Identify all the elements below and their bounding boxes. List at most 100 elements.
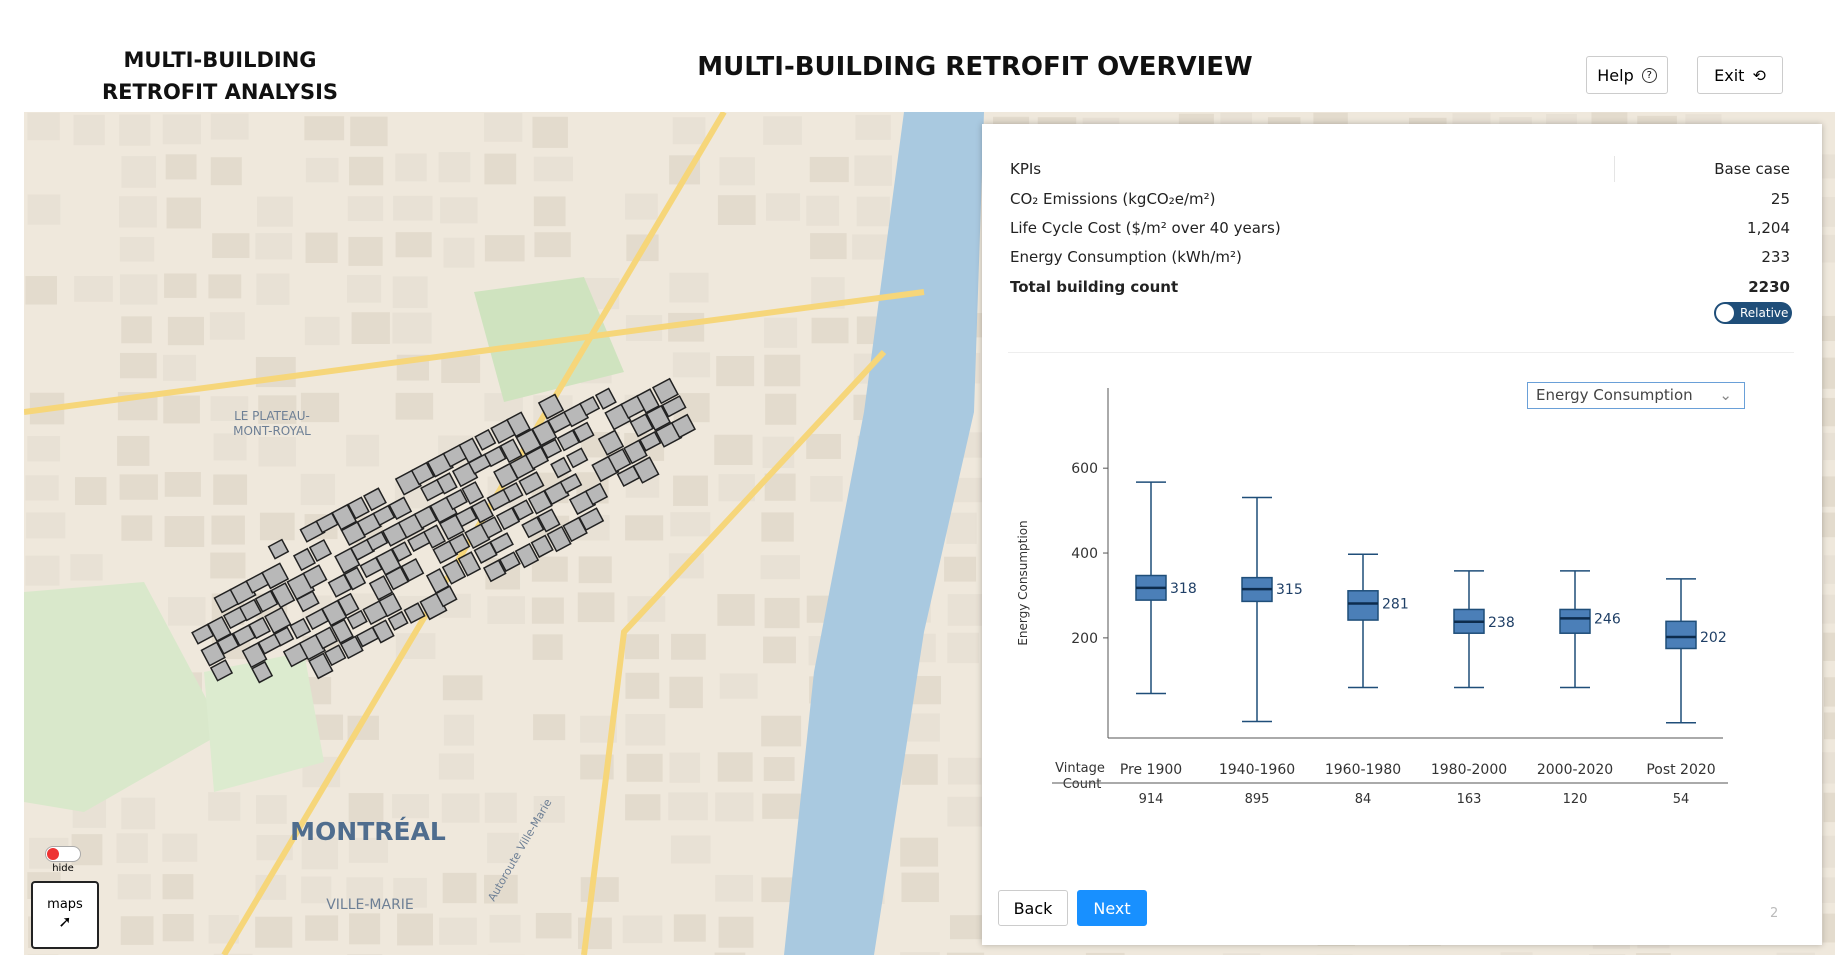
exit-icon: ⟲ — [1752, 65, 1766, 85]
map-block — [716, 355, 755, 387]
map-block — [121, 316, 152, 344]
building — [302, 564, 328, 589]
building — [470, 498, 495, 524]
building — [506, 411, 531, 438]
back-button[interactable]: Back — [998, 890, 1068, 926]
map-block — [761, 512, 794, 542]
map-block — [670, 835, 711, 864]
building — [521, 516, 545, 539]
map-block — [442, 872, 477, 904]
map-block — [625, 713, 666, 746]
map-block — [624, 634, 659, 660]
toggle-knob — [1716, 304, 1734, 322]
maps-button[interactable]: maps ➚ — [31, 881, 99, 949]
map-block — [760, 555, 800, 580]
map-block — [811, 317, 849, 344]
building — [518, 471, 545, 496]
map-block — [301, 837, 339, 870]
building — [572, 421, 595, 444]
map-block — [346, 877, 384, 908]
map-block — [809, 156, 849, 183]
map-block — [484, 235, 525, 262]
map-block — [305, 232, 338, 263]
map-block — [855, 114, 891, 140]
building — [403, 602, 426, 624]
map-block — [763, 636, 796, 664]
map-block — [300, 473, 336, 506]
map-block — [1776, 952, 1815, 955]
map-block — [212, 233, 250, 259]
map-block — [210, 157, 242, 186]
building — [200, 641, 226, 667]
building — [524, 446, 550, 470]
map-block — [714, 434, 753, 465]
map-block — [1500, 952, 1533, 955]
building — [410, 461, 435, 486]
map-block — [1820, 234, 1835, 263]
map-block — [443, 714, 475, 746]
map-block — [487, 596, 526, 624]
map-block — [116, 833, 148, 864]
map-block — [810, 233, 847, 260]
map-block — [255, 916, 293, 948]
building — [454, 506, 478, 528]
map-block — [395, 153, 427, 182]
hide-toggle[interactable] — [45, 846, 81, 862]
map-block — [946, 512, 977, 544]
map-block — [119, 474, 158, 500]
building — [511, 499, 534, 521]
map-block — [1823, 792, 1835, 823]
kpi-value: 233 — [1761, 248, 1790, 266]
building — [645, 404, 672, 432]
building — [566, 447, 589, 469]
metric-dropdown[interactable]: Energy Consumption ⌄ — [1527, 382, 1745, 409]
map-block — [305, 915, 339, 941]
kpi-value: 25 — [1770, 190, 1790, 208]
map-block — [209, 312, 245, 340]
map-block — [763, 116, 802, 145]
building — [636, 388, 660, 414]
building — [339, 635, 364, 660]
map-block — [348, 793, 384, 823]
map-block — [670, 512, 711, 537]
map-block — [764, 354, 801, 387]
map-block — [534, 232, 571, 258]
help-label: Help — [1597, 65, 1634, 85]
toggle-knob — [47, 848, 59, 860]
kpi-header: Base case — [1714, 160, 1790, 178]
map-block — [1823, 677, 1835, 707]
building — [594, 387, 617, 410]
kpi-label: Life Cycle Cost ($/m² over 40 years) — [1010, 219, 1281, 237]
map-block — [348, 236, 383, 266]
map-block — [25, 475, 59, 501]
map-block — [1822, 357, 1835, 389]
map-block — [256, 273, 290, 305]
maps-label: maps — [47, 897, 83, 912]
map-block — [119, 236, 155, 262]
map-block — [438, 152, 471, 183]
building — [254, 589, 279, 613]
building — [289, 617, 312, 640]
building — [441, 559, 467, 585]
map-block — [763, 757, 795, 782]
map-block — [117, 874, 151, 900]
map-block — [440, 197, 478, 224]
building — [251, 660, 274, 684]
kpi-label: Energy Consumption (kWh/m²) — [1010, 248, 1242, 266]
map-block — [1823, 555, 1835, 584]
map-block — [852, 234, 888, 260]
relative-toggle[interactable]: Relative — [1714, 302, 1792, 324]
map-block — [946, 952, 985, 955]
map-block — [949, 915, 982, 940]
building — [651, 377, 679, 405]
map-block — [213, 474, 248, 505]
map-block — [718, 916, 754, 948]
next-button[interactable]: Next — [1077, 890, 1147, 926]
map-block — [484, 153, 517, 185]
exit-button[interactable]: Exit ⟲ — [1697, 56, 1783, 94]
kpi-header: KPIs — [1010, 160, 1042, 178]
map-block — [213, 433, 247, 461]
help-button[interactable]: Help? — [1586, 56, 1668, 94]
building — [314, 626, 339, 650]
map-block — [762, 793, 802, 819]
